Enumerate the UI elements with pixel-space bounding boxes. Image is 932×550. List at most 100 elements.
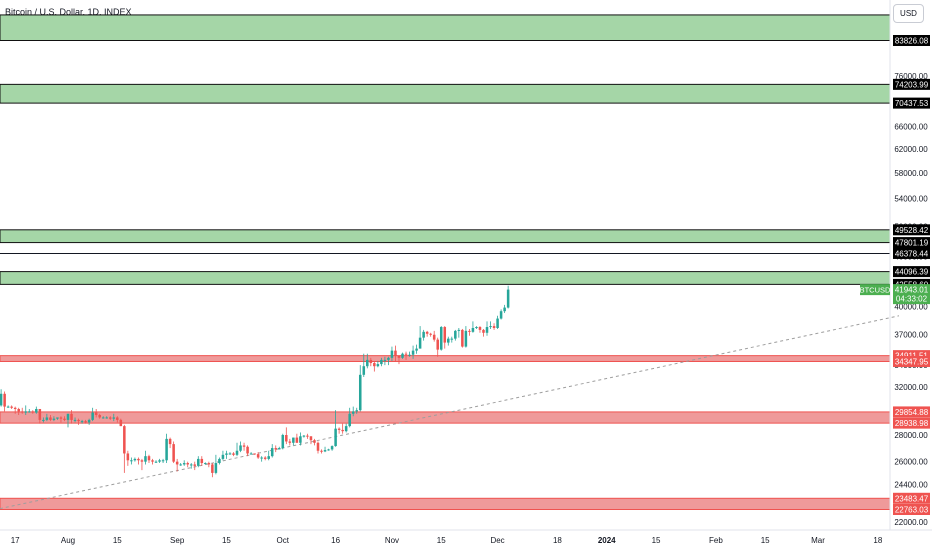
candle-body [182, 463, 186, 465]
candle-body [260, 457, 263, 459]
candle-body [358, 374, 362, 411]
level-label-box [893, 247, 930, 259]
price-tick-label: 54000.00 [894, 195, 928, 204]
time-tick-label: Nov [385, 536, 399, 545]
zone-low-label: 83826.08 [895, 37, 929, 46]
level-label: 46378.44 [895, 249, 929, 258]
supply-zone [0, 271, 891, 285]
candle-body [101, 417, 105, 419]
candle-body [285, 435, 288, 442]
time-axis[interactable]: 17 Aug 15 Sep 15 Oct 16 Nov 15 Dec 18 2024 15 Feb 15 Ma… [11, 536, 883, 545]
candle-body [482, 329, 485, 333]
time-tick-label: 15 [437, 536, 446, 545]
candle-body [52, 418, 56, 420]
zone-low-label-box [893, 504, 930, 515]
price-tick-label: 24400.00 [894, 481, 928, 490]
candle-body [316, 442, 320, 451]
candle-body [461, 329, 464, 347]
candle-body [489, 326, 492, 328]
candle-body [468, 330, 471, 332]
demand-zone [0, 497, 891, 511]
candle-body [211, 464, 214, 473]
supply-zone [0, 14, 891, 41]
candle-body [70, 413, 73, 420]
candle-body [376, 364, 380, 367]
price-labels-layer: 83826.08 74203.99 70437.53 49528.42 47801.19… [860, 35, 930, 515]
candle-body [485, 327, 489, 333]
candle-body [126, 453, 130, 461]
time-tick-label: Dec [490, 536, 504, 545]
candle-body [249, 453, 253, 455]
candle-body [418, 337, 422, 349]
time-tick-label: 15 [113, 536, 122, 545]
candle-body [362, 366, 366, 375]
candle-body [94, 412, 98, 416]
supply-zone [0, 83, 891, 104]
candle-body [348, 413, 351, 427]
currency-button[interactable]: USD [893, 4, 924, 23]
candle-body [186, 463, 189, 465]
candle-body [239, 445, 242, 451]
candle-body [355, 410, 358, 412]
candle-body [42, 419, 45, 421]
candle-body [179, 464, 182, 466]
price-tick-label: 26000.00 [894, 458, 928, 467]
zone-high-label-box [893, 78, 930, 90]
candle-body [232, 453, 235, 455]
candle-body [59, 417, 63, 419]
candle-body [20, 411, 24, 413]
candle-body [80, 421, 84, 423]
candle-body [6, 406, 10, 408]
candle-body [492, 326, 496, 328]
candle-body [383, 359, 387, 361]
candle-body [499, 311, 503, 319]
candle-body [306, 435, 309, 437]
candle-body [447, 338, 450, 343]
candle-body [66, 413, 70, 420]
candle-body [341, 429, 344, 432]
candle-body [313, 440, 316, 443]
candle-body [242, 445, 246, 447]
candle-body [454, 330, 457, 339]
candle-body [366, 359, 369, 367]
candle-body [415, 348, 418, 351]
last-price-label: 41943.01 [895, 286, 929, 295]
time-tick-label: 2024 [598, 536, 616, 545]
time-tick-label: Aug [61, 536, 75, 545]
candle-body [274, 448, 278, 450]
time-tick-label: Mar [811, 536, 825, 545]
candle-body [390, 350, 394, 358]
zone-high-label: 44096.39 [895, 268, 929, 277]
zone-high-label-box [893, 224, 930, 236]
time-tick-label: 15 [761, 536, 770, 545]
symbol-tag: BTCUSD [860, 286, 891, 295]
candle-body [228, 453, 232, 455]
candle-body [140, 460, 144, 462]
price-tick-label: 37000.00 [894, 331, 928, 340]
demand-zone [0, 411, 891, 424]
candle-body [330, 446, 334, 450]
candle-body [439, 327, 443, 350]
candle-body [193, 464, 197, 466]
candle-body [175, 461, 179, 465]
zone-low-label-box [893, 417, 930, 429]
candle-body [256, 454, 260, 458]
candle-body [105, 417, 108, 419]
candle-body [408, 354, 411, 356]
candle-body [0, 393, 3, 406]
zone-low-label: 34347.95 [895, 357, 929, 366]
candle-body [108, 417, 112, 419]
candle-body [116, 417, 119, 420]
candle-body [130, 460, 133, 462]
candle-body [17, 408, 20, 412]
candle-body [478, 327, 482, 330]
candle-body [147, 456, 151, 461]
candle-body [28, 411, 31, 413]
candle-body [288, 441, 292, 443]
zone-high-label: 23483.47 [895, 494, 929, 503]
zone-low-label: 22763.03 [895, 506, 929, 515]
candle-body [401, 353, 404, 358]
candle-body [373, 363, 376, 367]
zone-high-label: 29854.88 [895, 408, 929, 417]
